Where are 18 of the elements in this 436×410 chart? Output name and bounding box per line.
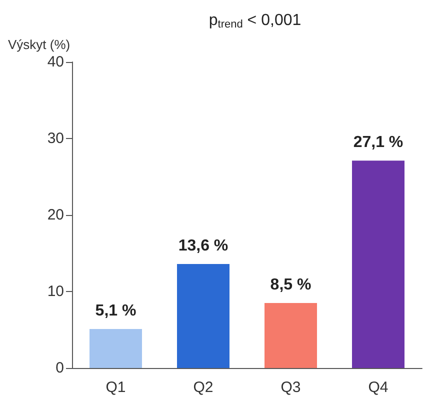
bar: [90, 328, 142, 368]
y-axis-title: Výskyt (%): [8, 37, 70, 52]
data-label: 27,1 %: [353, 134, 404, 152]
y-tick-label: 20: [47, 206, 64, 224]
y-tick-label: 10: [47, 283, 64, 300]
y-tick-label: 0: [56, 360, 64, 376]
bar: [177, 264, 230, 368]
x-tick-label: Q3: [280, 379, 301, 396]
x-tick-label: Q2: [193, 379, 214, 396]
data-label: 5,1 %: [95, 302, 136, 320]
y-tick-label: 40: [47, 54, 64, 70]
bar: [352, 160, 404, 368]
y-tick-label: 30: [47, 130, 64, 147]
x-tick-label: Q1: [106, 379, 126, 396]
data-label: 8,5 %: [270, 276, 312, 294]
x-tick-label: Q4: [368, 379, 388, 396]
data-label: 13,6 %: [178, 237, 228, 254]
bar: [264, 302, 317, 368]
